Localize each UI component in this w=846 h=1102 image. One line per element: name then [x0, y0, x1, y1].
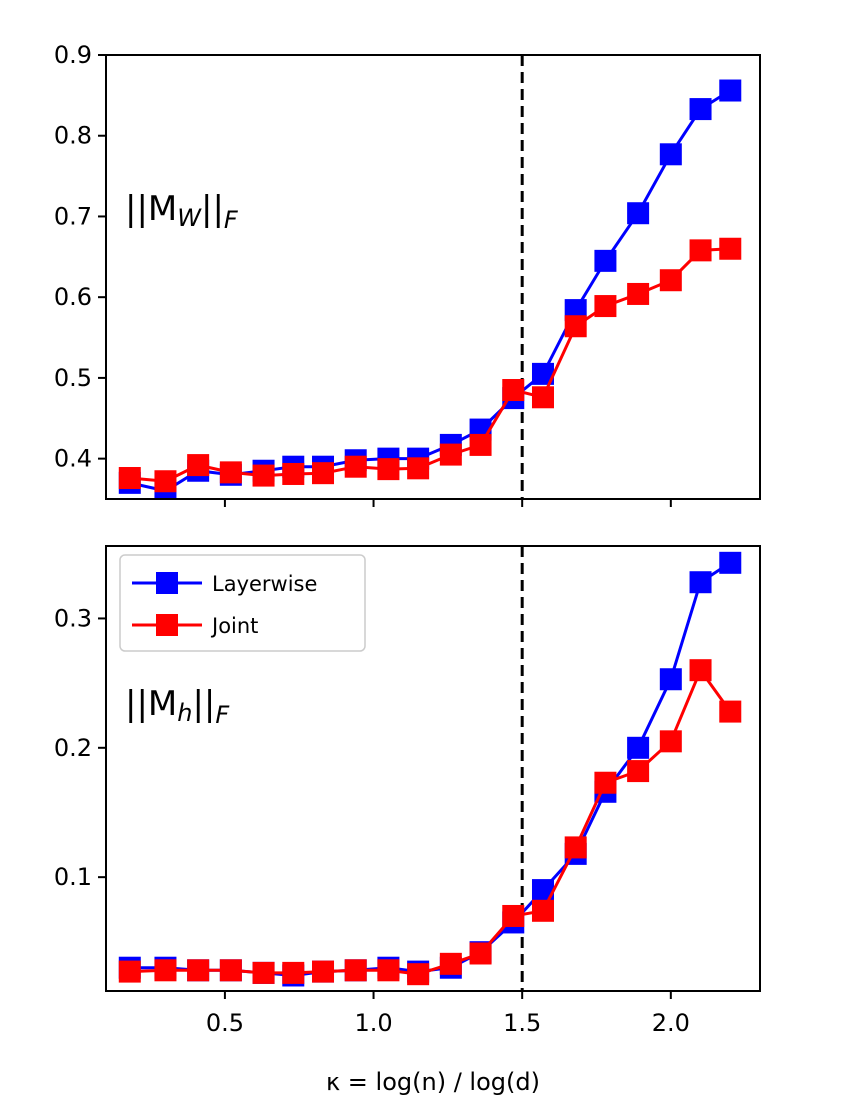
- top-point-joint: [502, 379, 525, 402]
- bottom-point-layerwise: [627, 736, 650, 759]
- top-point-joint: [627, 282, 650, 305]
- top-plot-area: [118, 55, 742, 499]
- top-point-joint: [594, 295, 617, 318]
- top-point-layerwise: [719, 79, 742, 102]
- top-point-joint: [407, 457, 430, 480]
- top-y-axis: 0.4 0.5 0.6 0.7 0.8 0.9: [54, 41, 106, 473]
- top-axes-frame: [105, 54, 761, 500]
- bottom-point-joint: [689, 659, 712, 682]
- bottom-x-axis: 0.5 1.0 1.5 2.0: [206, 991, 690, 1037]
- legend-marker-layerwise: [156, 572, 178, 594]
- top-point-joint: [312, 462, 335, 485]
- top-point-joint: [659, 269, 682, 292]
- top-point-joint: [719, 237, 742, 260]
- top-ytick-label: 0.6: [54, 283, 92, 311]
- top-x-axis: [223, 499, 672, 507]
- top-series-group: [118, 55, 742, 499]
- top-point-layerwise: [627, 202, 650, 225]
- bottom-point-joint: [531, 899, 554, 922]
- bottom-plot-area: [118, 546, 742, 991]
- bottom-point-joint: [439, 952, 462, 975]
- top-point-layerwise: [531, 362, 554, 385]
- top-point-layerwise: [689, 98, 712, 121]
- bottom-series-group: [118, 546, 742, 991]
- bottom-xtick-label: 1.5: [503, 1009, 541, 1037]
- bottom-point-layerwise: [689, 571, 712, 594]
- top-point-joint: [689, 239, 712, 262]
- top-point-joint: [187, 454, 210, 477]
- top-point-joint: [564, 315, 587, 338]
- top-point-layerwise: [594, 249, 617, 272]
- top-point-joint: [531, 386, 554, 409]
- top-point-joint: [282, 462, 305, 485]
- bottom-point-joint: [344, 959, 367, 982]
- bottom-annotation: ||Mh||F: [125, 684, 230, 729]
- legend-label-joint: Joint: [210, 614, 258, 638]
- bottom-ytick-label: 0.3: [54, 604, 92, 632]
- top-panel: 0.4 0.5 0.6 0.7 0.8 0.9 ||MW||F: [54, 41, 761, 507]
- bottom-point-joint: [719, 700, 742, 723]
- bottom-point-joint: [659, 730, 682, 753]
- top-point-joint: [344, 455, 367, 478]
- bottom-ytick-label: 0.2: [54, 734, 92, 762]
- bottom-point-joint: [187, 959, 210, 982]
- top-point-joint: [154, 470, 177, 493]
- bottom-xtick-label: 2.0: [652, 1009, 690, 1037]
- top-point-joint: [118, 467, 141, 490]
- bottom-point-joint: [282, 961, 305, 984]
- bottom-point-joint: [118, 960, 141, 983]
- bottom-point-joint: [219, 959, 242, 982]
- bottom-point-joint: [312, 960, 335, 983]
- top-point-layerwise: [659, 143, 682, 166]
- top-point-joint: [469, 433, 492, 456]
- bottom-point-joint: [154, 959, 177, 982]
- bottom-xtick-label: 0.5: [206, 1009, 244, 1037]
- top-ytick-label: 0.4: [54, 445, 92, 473]
- top-ytick-label: 0.9: [54, 41, 92, 69]
- top-point-joint: [252, 464, 275, 487]
- bottom-y-axis: 0.1 0.2 0.3: [54, 604, 106, 891]
- bottom-point-layerwise: [719, 551, 742, 574]
- bottom-point-joint: [627, 760, 650, 783]
- top-ytick-label: 0.7: [54, 202, 92, 230]
- legend-box: [119, 554, 366, 652]
- x-axis-label: κ = log(n) / log(d): [326, 1068, 540, 1096]
- bottom-panel: 0.1 0.2 0.3 0.5 1.0 1.5 2.0 ||Mh||F Layerwise…: [54, 545, 761, 1037]
- top-ytick-label: 0.8: [54, 122, 92, 150]
- bottom-point-joint: [407, 963, 430, 986]
- top-annotation: ||MW||F: [125, 189, 239, 234]
- bottom-point-joint: [564, 836, 587, 859]
- top-point-joint: [377, 458, 400, 481]
- bottom-point-joint: [469, 942, 492, 965]
- bottom-xtick-label: 1.0: [354, 1009, 392, 1037]
- bottom-point-joint: [252, 961, 275, 984]
- bottom-point-joint: [594, 771, 617, 794]
- bottom-point-layerwise: [659, 668, 682, 691]
- top-ytick-label: 0.5: [54, 364, 92, 392]
- top-point-joint: [219, 461, 242, 484]
- legend-label-layerwise: Layerwise: [212, 572, 317, 596]
- bottom-ytick-label: 0.1: [54, 863, 92, 891]
- bottom-point-joint: [502, 904, 525, 927]
- bottom-point-joint: [377, 959, 400, 982]
- legend: Layerwise Joint: [119, 554, 366, 652]
- legend-marker-joint: [156, 614, 178, 636]
- bottom-point-layerwise: [531, 879, 554, 902]
- bottom-axes-frame: [105, 545, 761, 992]
- top-point-joint: [439, 443, 462, 466]
